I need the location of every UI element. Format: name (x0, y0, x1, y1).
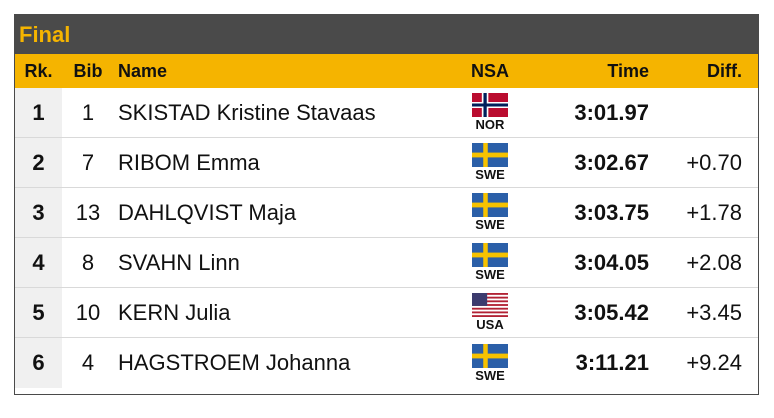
nsa-code: SWE (475, 217, 505, 232)
table-row[interactable]: 6 4 HAGSTROEM Johanna SWE 3:11.21 +9.24 (15, 338, 758, 388)
diff-cell: +9.24 (686, 350, 742, 375)
bib-cell: 1 (81, 99, 95, 125)
nsa-cell: SWE (445, 243, 535, 282)
diff-cell: +0.70 (686, 149, 742, 175)
time-cell: 3:04.05 (574, 249, 649, 275)
athlete-name[interactable]: HAGSTROEM Johanna (118, 350, 351, 375)
time-cell: 3:11.21 (575, 350, 649, 375)
table-row[interactable]: 1 1 SKISTAD Kristine Stavaas NOR 3:01.97 (15, 88, 758, 138)
column-header-row: Rk. Bib Name NSA Time Diff. (15, 54, 758, 88)
table-body: 1 1 SKISTAD Kristine Stavaas NOR 3:01.97… (15, 88, 758, 388)
diff-cell: +1.78 (686, 199, 742, 225)
sweden-flag-icon (472, 143, 508, 167)
nsa-code: USA (476, 317, 504, 332)
header-diff[interactable]: Diff. (707, 60, 742, 81)
nsa-code: SWE (475, 267, 505, 282)
athlete-name[interactable]: DAHLQVIST Maja (118, 199, 297, 225)
nsa-code: SWE (475, 367, 505, 383)
nsa-cell: SWE (445, 193, 535, 232)
time-cell: 3:05.42 (574, 299, 649, 325)
header-name[interactable]: Name (118, 60, 168, 81)
time-cell: 3:03.75 (574, 199, 649, 225)
header-rank[interactable]: Rk. (24, 60, 53, 81)
rank-cell: 3 (15, 188, 62, 237)
athlete-name[interactable]: SKISTAD Kristine Stavaas (118, 99, 376, 125)
athlete-name[interactable]: KERN Julia (118, 299, 231, 325)
norway-flag-icon (472, 93, 508, 117)
bib-cell: 4 (81, 350, 95, 375)
athlete-name[interactable]: SVAHN Linn (118, 249, 240, 275)
time-cell: 3:01.97 (574, 99, 649, 125)
time-cell: 3:02.67 (574, 149, 649, 175)
rank-cell: 1 (15, 88, 62, 137)
rank-cell: 5 (15, 288, 62, 337)
nsa-cell: SWE (445, 343, 535, 383)
nsa-cell: SWE (445, 143, 535, 182)
header-bib[interactable]: Bib (73, 60, 103, 81)
header-time[interactable]: Time (607, 60, 649, 81)
diff-cell: +3.45 (686, 299, 742, 325)
athlete-name[interactable]: RIBOM Emma (118, 149, 260, 175)
header-nsa[interactable]: NSA (470, 60, 509, 81)
table-row[interactable]: 3 13 DAHLQVIST Maja SWE 3:03.75 +1.78 (15, 188, 758, 238)
nsa-cell: NOR (445, 93, 535, 132)
nsa-code: NOR (475, 117, 505, 132)
table-row[interactable]: 4 8 SVAHN Linn SWE 3:04.05 +2.08 (15, 238, 758, 288)
table-title: Final (19, 21, 71, 47)
bib-cell: 10 (75, 299, 101, 325)
sweden-flag-icon (472, 193, 508, 217)
rank-cell: 2 (15, 138, 62, 187)
diff-cell: +2.08 (686, 249, 742, 275)
sweden-flag-icon (472, 243, 508, 267)
sweden-flag-icon (472, 343, 508, 368)
results-table: Final Rk. Bib Name NSA Time Diff. 1 1 SK… (14, 14, 759, 395)
bib-cell: 13 (75, 199, 101, 225)
bib-cell: 8 (81, 249, 95, 275)
table-row[interactable]: 2 7 RIBOM Emma SWE 3:02.67 +0.70 (15, 138, 758, 188)
rank-cell: 6 (15, 338, 62, 388)
title-bar: Final (15, 15, 758, 54)
rank-cell: 4 (15, 238, 62, 287)
usa-flag-icon (472, 293, 508, 317)
nsa-code: SWE (475, 167, 505, 182)
table-row[interactable]: 5 10 KERN Julia USA 3:05.42 +3.45 (15, 288, 758, 338)
nsa-cell: USA (445, 293, 535, 332)
bib-cell: 7 (81, 149, 95, 175)
